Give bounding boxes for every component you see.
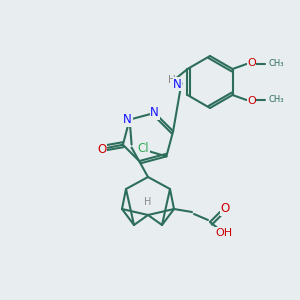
Text: N: N bbox=[150, 106, 159, 119]
Text: O: O bbox=[97, 143, 106, 156]
Text: H: H bbox=[144, 197, 152, 207]
Text: O: O bbox=[247, 58, 256, 68]
Text: N: N bbox=[123, 113, 132, 126]
Text: CH₃: CH₃ bbox=[268, 59, 284, 68]
Text: N: N bbox=[173, 77, 182, 91]
Text: Cl: Cl bbox=[138, 142, 149, 155]
Text: O: O bbox=[247, 96, 256, 106]
Text: CH₃: CH₃ bbox=[268, 95, 284, 104]
Text: OH: OH bbox=[215, 228, 232, 238]
Text: O: O bbox=[220, 202, 230, 215]
Text: H: H bbox=[168, 75, 176, 85]
